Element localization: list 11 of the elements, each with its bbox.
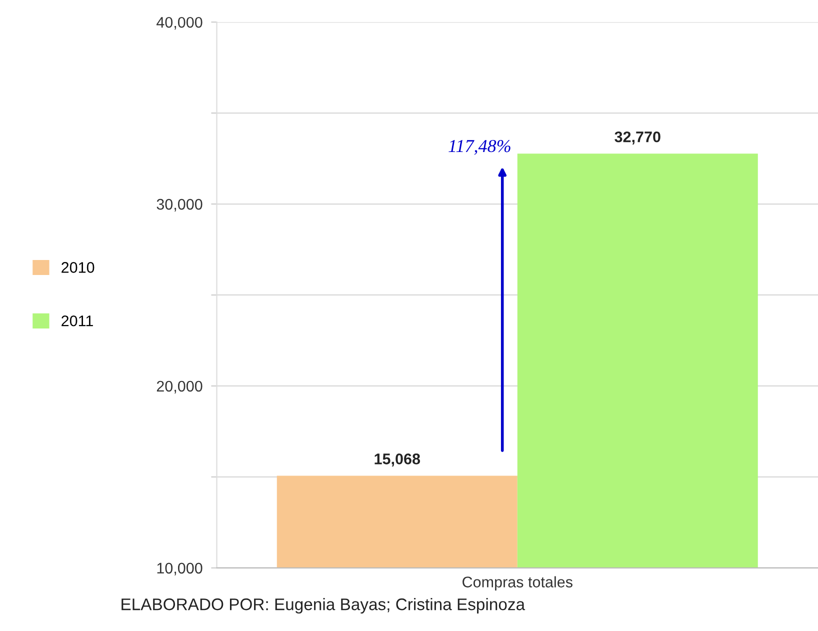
y-tick-label: 10,000 xyxy=(157,562,202,576)
legend-label: 2011 xyxy=(62,315,93,326)
data-label: 15,068 xyxy=(374,454,420,467)
x-tick-label: Compras totales xyxy=(462,576,572,590)
y-tick-label: 20,000 xyxy=(156,380,202,394)
data-label: 32,770 xyxy=(614,131,660,144)
text: ELABORADO POR: Eugenia Bayas; Cristina Espinoza xyxy=(122,598,526,614)
annotation: 117,48% xyxy=(448,140,510,155)
y-tick-label: 30,000 xyxy=(156,198,202,212)
y-tick-label: 40,000 xyxy=(156,16,202,30)
legend-label: 2010 xyxy=(62,262,94,273)
